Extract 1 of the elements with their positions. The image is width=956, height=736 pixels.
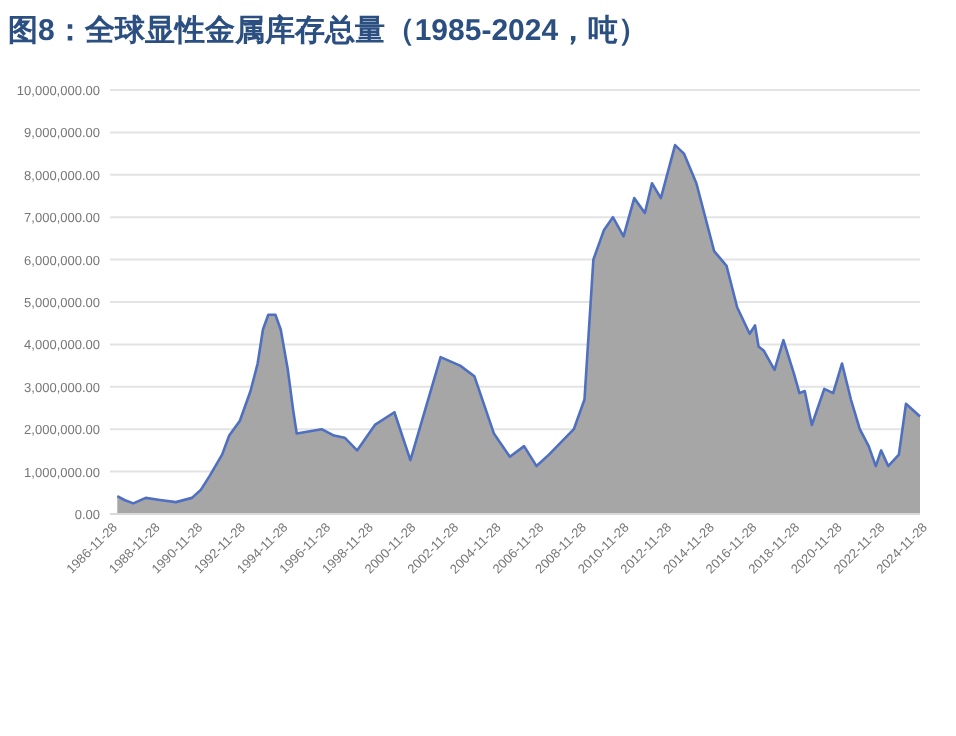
title: 图8：全球显性金属库存总量（1985-2024，吨） xyxy=(8,14,649,48)
